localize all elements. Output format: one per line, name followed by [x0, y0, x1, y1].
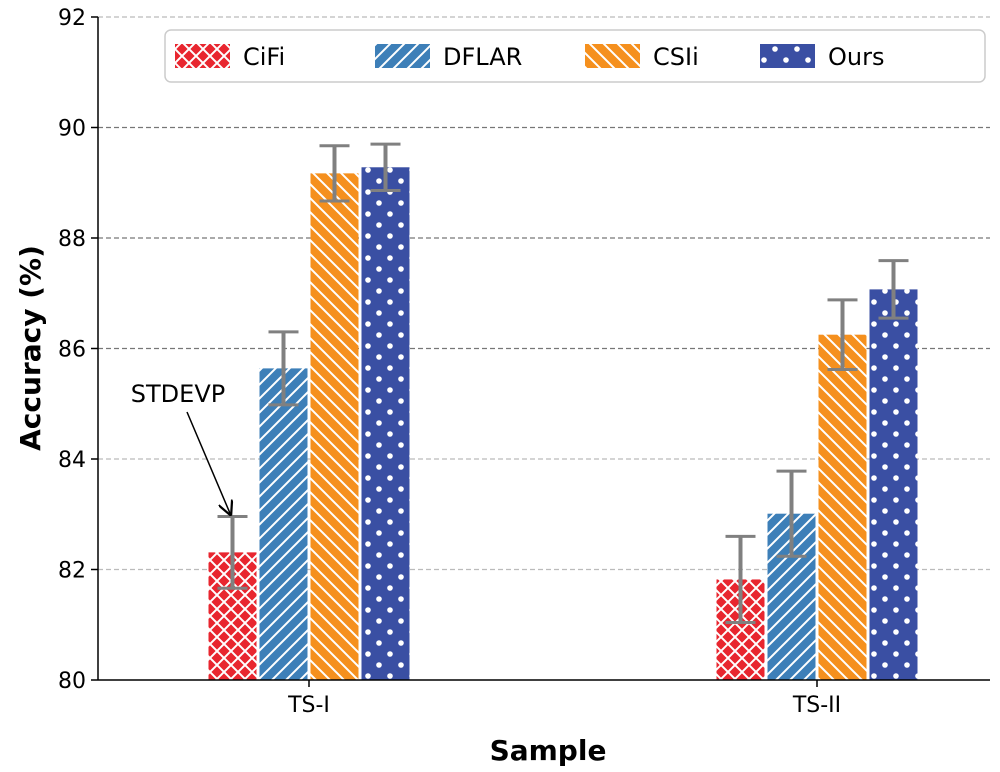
legend-swatch-csii	[585, 44, 640, 68]
x-tick-label: TS-I	[287, 693, 330, 718]
bar-csii-ts-ii	[818, 334, 867, 680]
annotation: STDEVP	[131, 380, 231, 514]
annotation-label: STDEVP	[131, 380, 225, 408]
legend-swatch-dflar	[375, 44, 430, 68]
y-tick-label: 84	[58, 448, 86, 473]
y-tick-label: 86	[58, 338, 86, 363]
y-tick-label: 88	[58, 227, 86, 252]
bar-dflar-ts-i	[259, 368, 308, 680]
y-tick-label: 82	[58, 559, 86, 584]
y-axis-label: Accuracy (%)	[14, 245, 47, 451]
x-axis-label: Sample	[490, 734, 607, 767]
legend-label: CSIi	[653, 43, 699, 71]
annotation-arrow	[186, 411, 231, 514]
bar-ours-ts-i	[361, 167, 410, 680]
legend-swatch-ours	[760, 44, 815, 68]
legend-label: Ours	[828, 43, 884, 71]
legend-swatch-cifi	[175, 44, 230, 68]
y-tick-label: 90	[58, 117, 86, 142]
legend-box	[164, 29, 986, 83]
legend: CiFi DFLAR CSIi Ours	[164, 29, 986, 83]
bar-csii-ts-i	[310, 173, 359, 681]
y-tick-label: 92	[58, 6, 86, 31]
bars	[208, 167, 918, 681]
bar-ours-ts-ii	[869, 289, 918, 680]
y-tick-label: 80	[58, 669, 86, 694]
axes: 80 82 84 86 88 90 92 TS-I TS-II	[58, 6, 990, 718]
x-tick-label: TS-II	[792, 693, 841, 718]
legend-label: CiFi	[243, 43, 285, 71]
legend-label: DFLAR	[443, 43, 522, 71]
